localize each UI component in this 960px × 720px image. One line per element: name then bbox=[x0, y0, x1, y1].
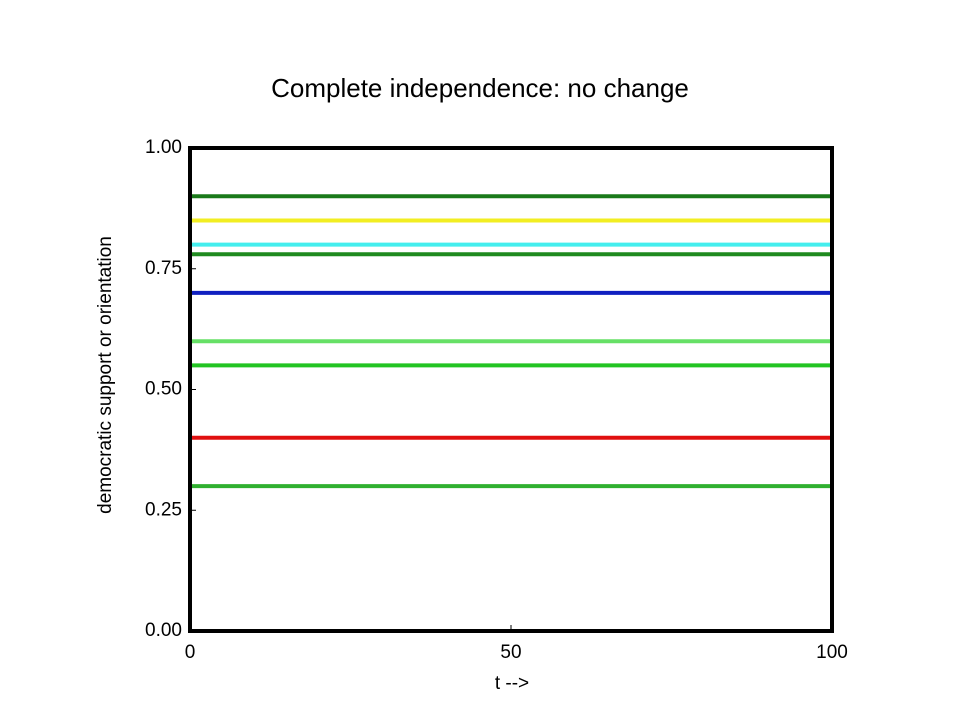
y-tick-label: 0.75 bbox=[145, 258, 182, 279]
plot-frame bbox=[188, 146, 834, 633]
y-tick-label: 0.00 bbox=[145, 620, 182, 641]
y-tick-label: 1.00 bbox=[145, 137, 182, 158]
x-tick-label: 0 bbox=[185, 642, 196, 663]
y-tick-label: 0.25 bbox=[145, 499, 182, 520]
x-tick-label: 50 bbox=[500, 642, 521, 663]
y-tick-label: 0.50 bbox=[145, 379, 182, 400]
chart-title: Complete independence: no change bbox=[271, 73, 689, 103]
x-tick-label: 100 bbox=[816, 642, 848, 663]
y-axis-label: democratic support or orientation bbox=[95, 236, 116, 514]
x-axis-label: t --> bbox=[495, 673, 529, 694]
